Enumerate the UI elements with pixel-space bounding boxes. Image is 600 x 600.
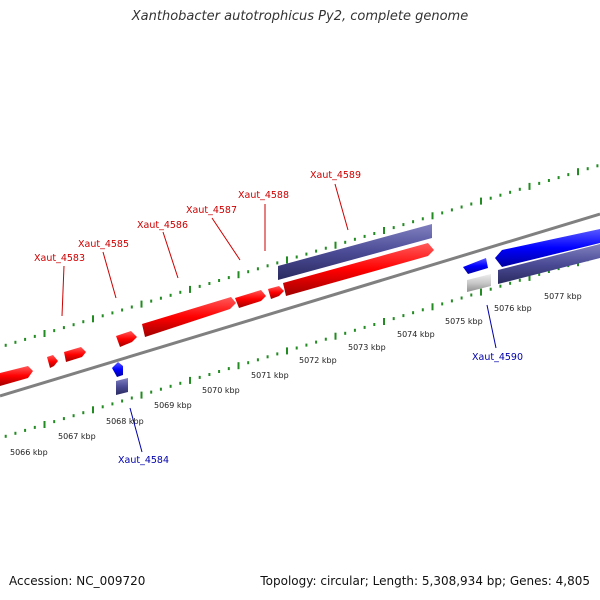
genome-summary-text: Topology: circular; Length: 5,308,934 bp… (260, 574, 590, 588)
scale-label: 5074 kbp (397, 330, 435, 339)
scale-label: 5066 kbp (10, 448, 48, 457)
leader-line (334, 183, 349, 231)
gene-arrow[interactable] (283, 243, 434, 296)
scale-label: 5071 kbp (251, 371, 289, 380)
leader-line (162, 231, 179, 279)
leader-line (486, 304, 497, 349)
gene-arrow[interactable] (142, 297, 236, 337)
gene-arrow[interactable] (64, 347, 86, 362)
gene-label-xaut-4587[interactable]: Xaut_4587 (186, 205, 237, 216)
gene-arrow[interactable] (268, 286, 284, 299)
other-feature-bar[interactable] (467, 274, 491, 292)
leader-line (61, 265, 65, 317)
gene-label-xaut-4589[interactable]: Xaut_4589 (310, 170, 361, 181)
outer-tick-ring (4, 164, 599, 347)
gene-label-xaut-4585[interactable]: Xaut_4585 (78, 239, 129, 250)
scale-label: 5077 kbp (544, 292, 582, 301)
scale-label: 5076 kbp (494, 304, 532, 313)
leader-line (102, 251, 117, 299)
scale-label: 5072 kbp (299, 356, 337, 365)
gene-label-xaut-4586[interactable]: Xaut_4586 (137, 220, 188, 231)
accession-text: Accession: NC_009720 (9, 574, 146, 588)
gene-arrow[interactable] (463, 258, 488, 274)
gene-arrow[interactable] (47, 355, 58, 368)
reverse-strand-genes (112, 229, 600, 377)
scale-label: 5075 kbp (445, 317, 483, 326)
leader-line (129, 407, 143, 453)
scale-label: 5070 kbp (202, 386, 240, 395)
gene-label-xaut-4590[interactable]: Xaut_4590 (472, 352, 523, 363)
scale-labels: 5066 kbp 5067 kbp 5068 kbp 5069 kbp 5070… (10, 292, 582, 457)
leader-line (211, 217, 241, 261)
gene-label-xaut-4583[interactable]: Xaut_4583 (34, 253, 85, 264)
cds-feature-bar[interactable] (116, 378, 128, 395)
gene-label-xaut-4588[interactable]: Xaut_4588 (238, 190, 289, 201)
map-title: Xanthobacter autotrophicus Py2, complete… (131, 9, 469, 24)
cds-feature-bar[interactable] (278, 224, 432, 280)
scale-label: 5067 kbp (58, 432, 96, 441)
gene-arrow[interactable] (0, 366, 33, 386)
gene-labels: Xaut_4583 Xaut_4585 Xaut_4586 Xaut_4587 … (34, 170, 523, 466)
feature-bars (116, 224, 600, 395)
gene-arrow[interactable] (116, 331, 137, 347)
gene-label-xaut-4584[interactable]: Xaut_4584 (118, 455, 169, 466)
label-leader-lines (61, 183, 497, 453)
gene-arrow[interactable] (235, 290, 266, 308)
cds-feature-bar[interactable] (498, 244, 600, 284)
scale-label: 5068 kbp (106, 417, 144, 426)
forward-strand-genes (0, 243, 434, 386)
scale-label: 5069 kbp (154, 401, 192, 410)
gene-arrow[interactable] (112, 362, 123, 377)
genome-backbone (0, 212, 600, 398)
gene-arrow[interactable] (495, 229, 600, 267)
scale-label: 5073 kbp (348, 343, 386, 352)
